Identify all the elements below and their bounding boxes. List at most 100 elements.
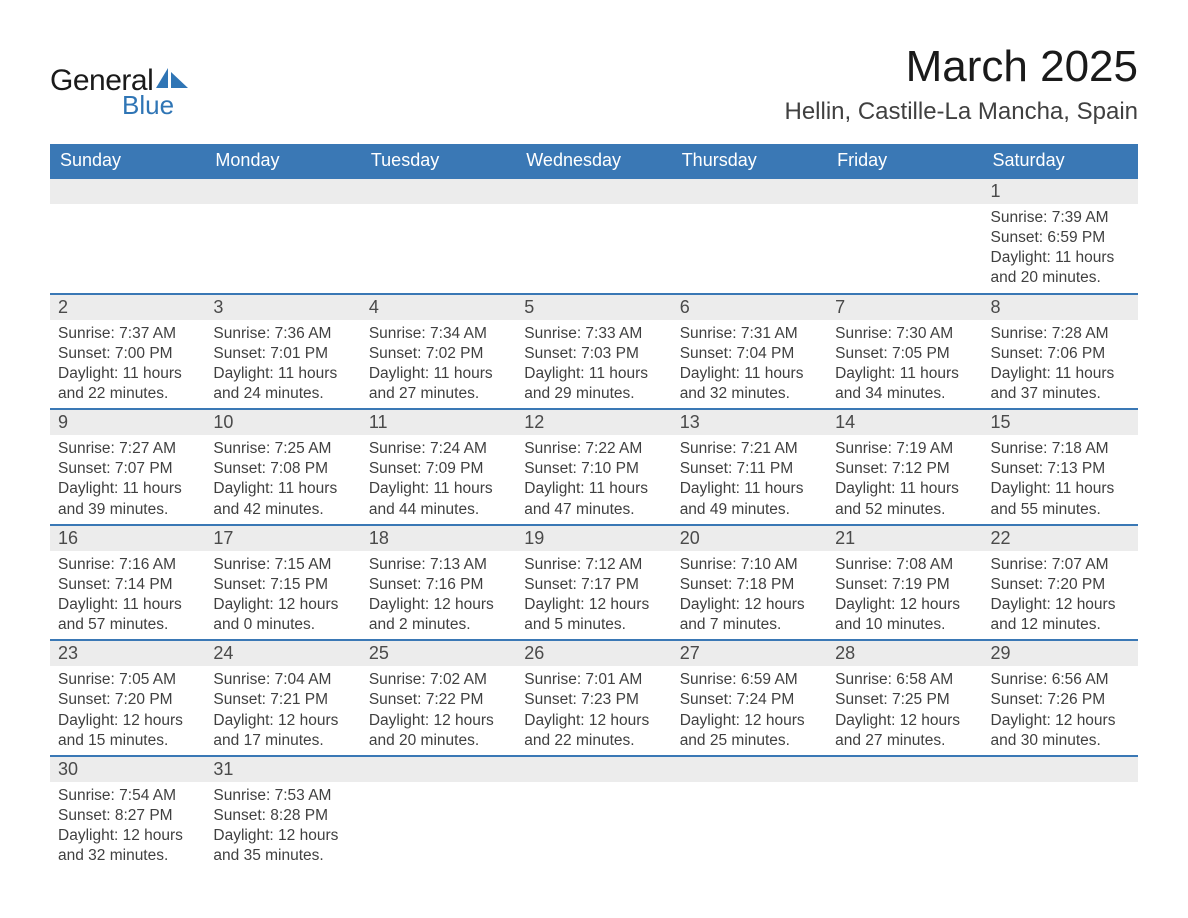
day-number-row: 9101112131415 [50,409,1138,435]
day-details: Sunrise: 7:33 AMSunset: 7:03 PMDaylight:… [516,320,671,409]
day-number: 17 [205,526,360,551]
day-number-cell: 9 [50,409,205,435]
day-number: 6 [672,295,827,320]
day-number: 1 [983,179,1138,204]
day-number-cell: 21 [827,525,982,551]
day-details: Sunrise: 7:31 AMSunset: 7:04 PMDaylight:… [672,320,827,409]
day-details: Sunrise: 7:25 AMSunset: 7:08 PMDaylight:… [205,435,360,524]
day-body-cell: Sunrise: 7:31 AMSunset: 7:04 PMDaylight:… [672,320,827,410]
day-details: Sunrise: 7:53 AMSunset: 8:28 PMDaylight:… [205,782,360,871]
day-body-cell: Sunrise: 7:53 AMSunset: 8:28 PMDaylight:… [205,782,360,871]
day-header: Saturday [983,144,1138,178]
day-number-cell: 1 [983,178,1138,204]
day-body-row: Sunrise: 7:05 AMSunset: 7:20 PMDaylight:… [50,666,1138,756]
day-number-cell [205,178,360,204]
day-number-cell: 14 [827,409,982,435]
day-body-cell: Sunrise: 7:22 AMSunset: 7:10 PMDaylight:… [516,435,671,525]
day-details: Sunrise: 6:59 AMSunset: 7:24 PMDaylight:… [672,666,827,755]
day-body-cell: Sunrise: 7:01 AMSunset: 7:23 PMDaylight:… [516,666,671,756]
day-number: 21 [827,526,982,551]
day-number-cell: 31 [205,756,360,782]
day-details: Sunrise: 7:01 AMSunset: 7:23 PMDaylight:… [516,666,671,755]
day-body-cell: Sunrise: 6:59 AMSunset: 7:24 PMDaylight:… [672,666,827,756]
day-number: 9 [50,410,205,435]
logo: General Blue [50,64,190,121]
day-header: Monday [205,144,360,178]
day-header: Tuesday [361,144,516,178]
day-number: 12 [516,410,671,435]
day-number-cell: 15 [983,409,1138,435]
day-body-cell: Sunrise: 7:10 AMSunset: 7:18 PMDaylight:… [672,551,827,641]
day-details: Sunrise: 7:28 AMSunset: 7:06 PMDaylight:… [983,320,1138,409]
day-number: 11 [361,410,516,435]
day-number: 19 [516,526,671,551]
day-details: Sunrise: 7:13 AMSunset: 7:16 PMDaylight:… [361,551,516,640]
day-body-cell: Sunrise: 7:19 AMSunset: 7:12 PMDaylight:… [827,435,982,525]
day-number-cell: 24 [205,640,360,666]
day-number-cell: 19 [516,525,671,551]
day-body-cell: Sunrise: 7:16 AMSunset: 7:14 PMDaylight:… [50,551,205,641]
day-details: Sunrise: 7:05 AMSunset: 7:20 PMDaylight:… [50,666,205,755]
day-details: Sunrise: 7:12 AMSunset: 7:17 PMDaylight:… [516,551,671,640]
day-details: Sunrise: 7:37 AMSunset: 7:00 PMDaylight:… [50,320,205,409]
day-details: Sunrise: 7:16 AMSunset: 7:14 PMDaylight:… [50,551,205,640]
day-number: 2 [50,295,205,320]
day-number-cell: 11 [361,409,516,435]
day-body-cell [672,204,827,294]
day-details: Sunrise: 7:19 AMSunset: 7:12 PMDaylight:… [827,435,982,524]
day-header-row: SundayMondayTuesdayWednesdayThursdayFrid… [50,144,1138,178]
day-header: Friday [827,144,982,178]
day-number-cell: 30 [50,756,205,782]
day-number-cell: 5 [516,294,671,320]
day-number: 24 [205,641,360,666]
day-number-cell [516,178,671,204]
day-number: 30 [50,757,205,782]
day-body-cell: Sunrise: 7:12 AMSunset: 7:17 PMDaylight:… [516,551,671,641]
day-body-cell: Sunrise: 7:27 AMSunset: 7:07 PMDaylight:… [50,435,205,525]
day-number-cell: 12 [516,409,671,435]
day-details: Sunrise: 7:07 AMSunset: 7:20 PMDaylight:… [983,551,1138,640]
calendar-table: SundayMondayTuesdayWednesdayThursdayFrid… [50,144,1138,870]
day-body-cell: Sunrise: 7:04 AMSunset: 7:21 PMDaylight:… [205,666,360,756]
day-header: Thursday [672,144,827,178]
day-number-cell [827,756,982,782]
day-number-row: 3031 [50,756,1138,782]
day-body-cell [983,782,1138,871]
day-number-cell: 10 [205,409,360,435]
day-details: Sunrise: 7:04 AMSunset: 7:21 PMDaylight:… [205,666,360,755]
month-title: March 2025 [784,42,1138,92]
day-number-cell: 7 [827,294,982,320]
day-body-row: Sunrise: 7:54 AMSunset: 8:27 PMDaylight:… [50,782,1138,871]
day-number-cell: 18 [361,525,516,551]
day-body-cell: Sunrise: 6:58 AMSunset: 7:25 PMDaylight:… [827,666,982,756]
day-body-cell: Sunrise: 7:05 AMSunset: 7:20 PMDaylight:… [50,666,205,756]
day-number: 29 [983,641,1138,666]
day-number-cell: 29 [983,640,1138,666]
day-number-cell: 20 [672,525,827,551]
day-number: 25 [361,641,516,666]
day-number: 16 [50,526,205,551]
day-number-cell: 4 [361,294,516,320]
day-body-cell [205,204,360,294]
day-number-cell: 26 [516,640,671,666]
day-details: Sunrise: 6:58 AMSunset: 7:25 PMDaylight:… [827,666,982,755]
day-body-cell: Sunrise: 7:07 AMSunset: 7:20 PMDaylight:… [983,551,1138,641]
day-body-cell: Sunrise: 7:18 AMSunset: 7:13 PMDaylight:… [983,435,1138,525]
day-details: Sunrise: 7:10 AMSunset: 7:18 PMDaylight:… [672,551,827,640]
day-number-cell: 23 [50,640,205,666]
day-number: 7 [827,295,982,320]
day-number: 31 [205,757,360,782]
day-body-cell: Sunrise: 7:13 AMSunset: 7:16 PMDaylight:… [361,551,516,641]
day-body-row: Sunrise: 7:37 AMSunset: 7:00 PMDaylight:… [50,320,1138,410]
day-body-cell [827,204,982,294]
day-body-row: Sunrise: 7:27 AMSunset: 7:07 PMDaylight:… [50,435,1138,525]
day-details: Sunrise: 7:18 AMSunset: 7:13 PMDaylight:… [983,435,1138,524]
day-number: 4 [361,295,516,320]
day-number-cell [361,756,516,782]
day-body-cell: Sunrise: 7:25 AMSunset: 7:08 PMDaylight:… [205,435,360,525]
day-number-row: 2345678 [50,294,1138,320]
day-body-cell: Sunrise: 7:21 AMSunset: 7:11 PMDaylight:… [672,435,827,525]
day-number-cell [50,178,205,204]
day-body-cell [672,782,827,871]
day-body-cell: Sunrise: 7:37 AMSunset: 7:00 PMDaylight:… [50,320,205,410]
